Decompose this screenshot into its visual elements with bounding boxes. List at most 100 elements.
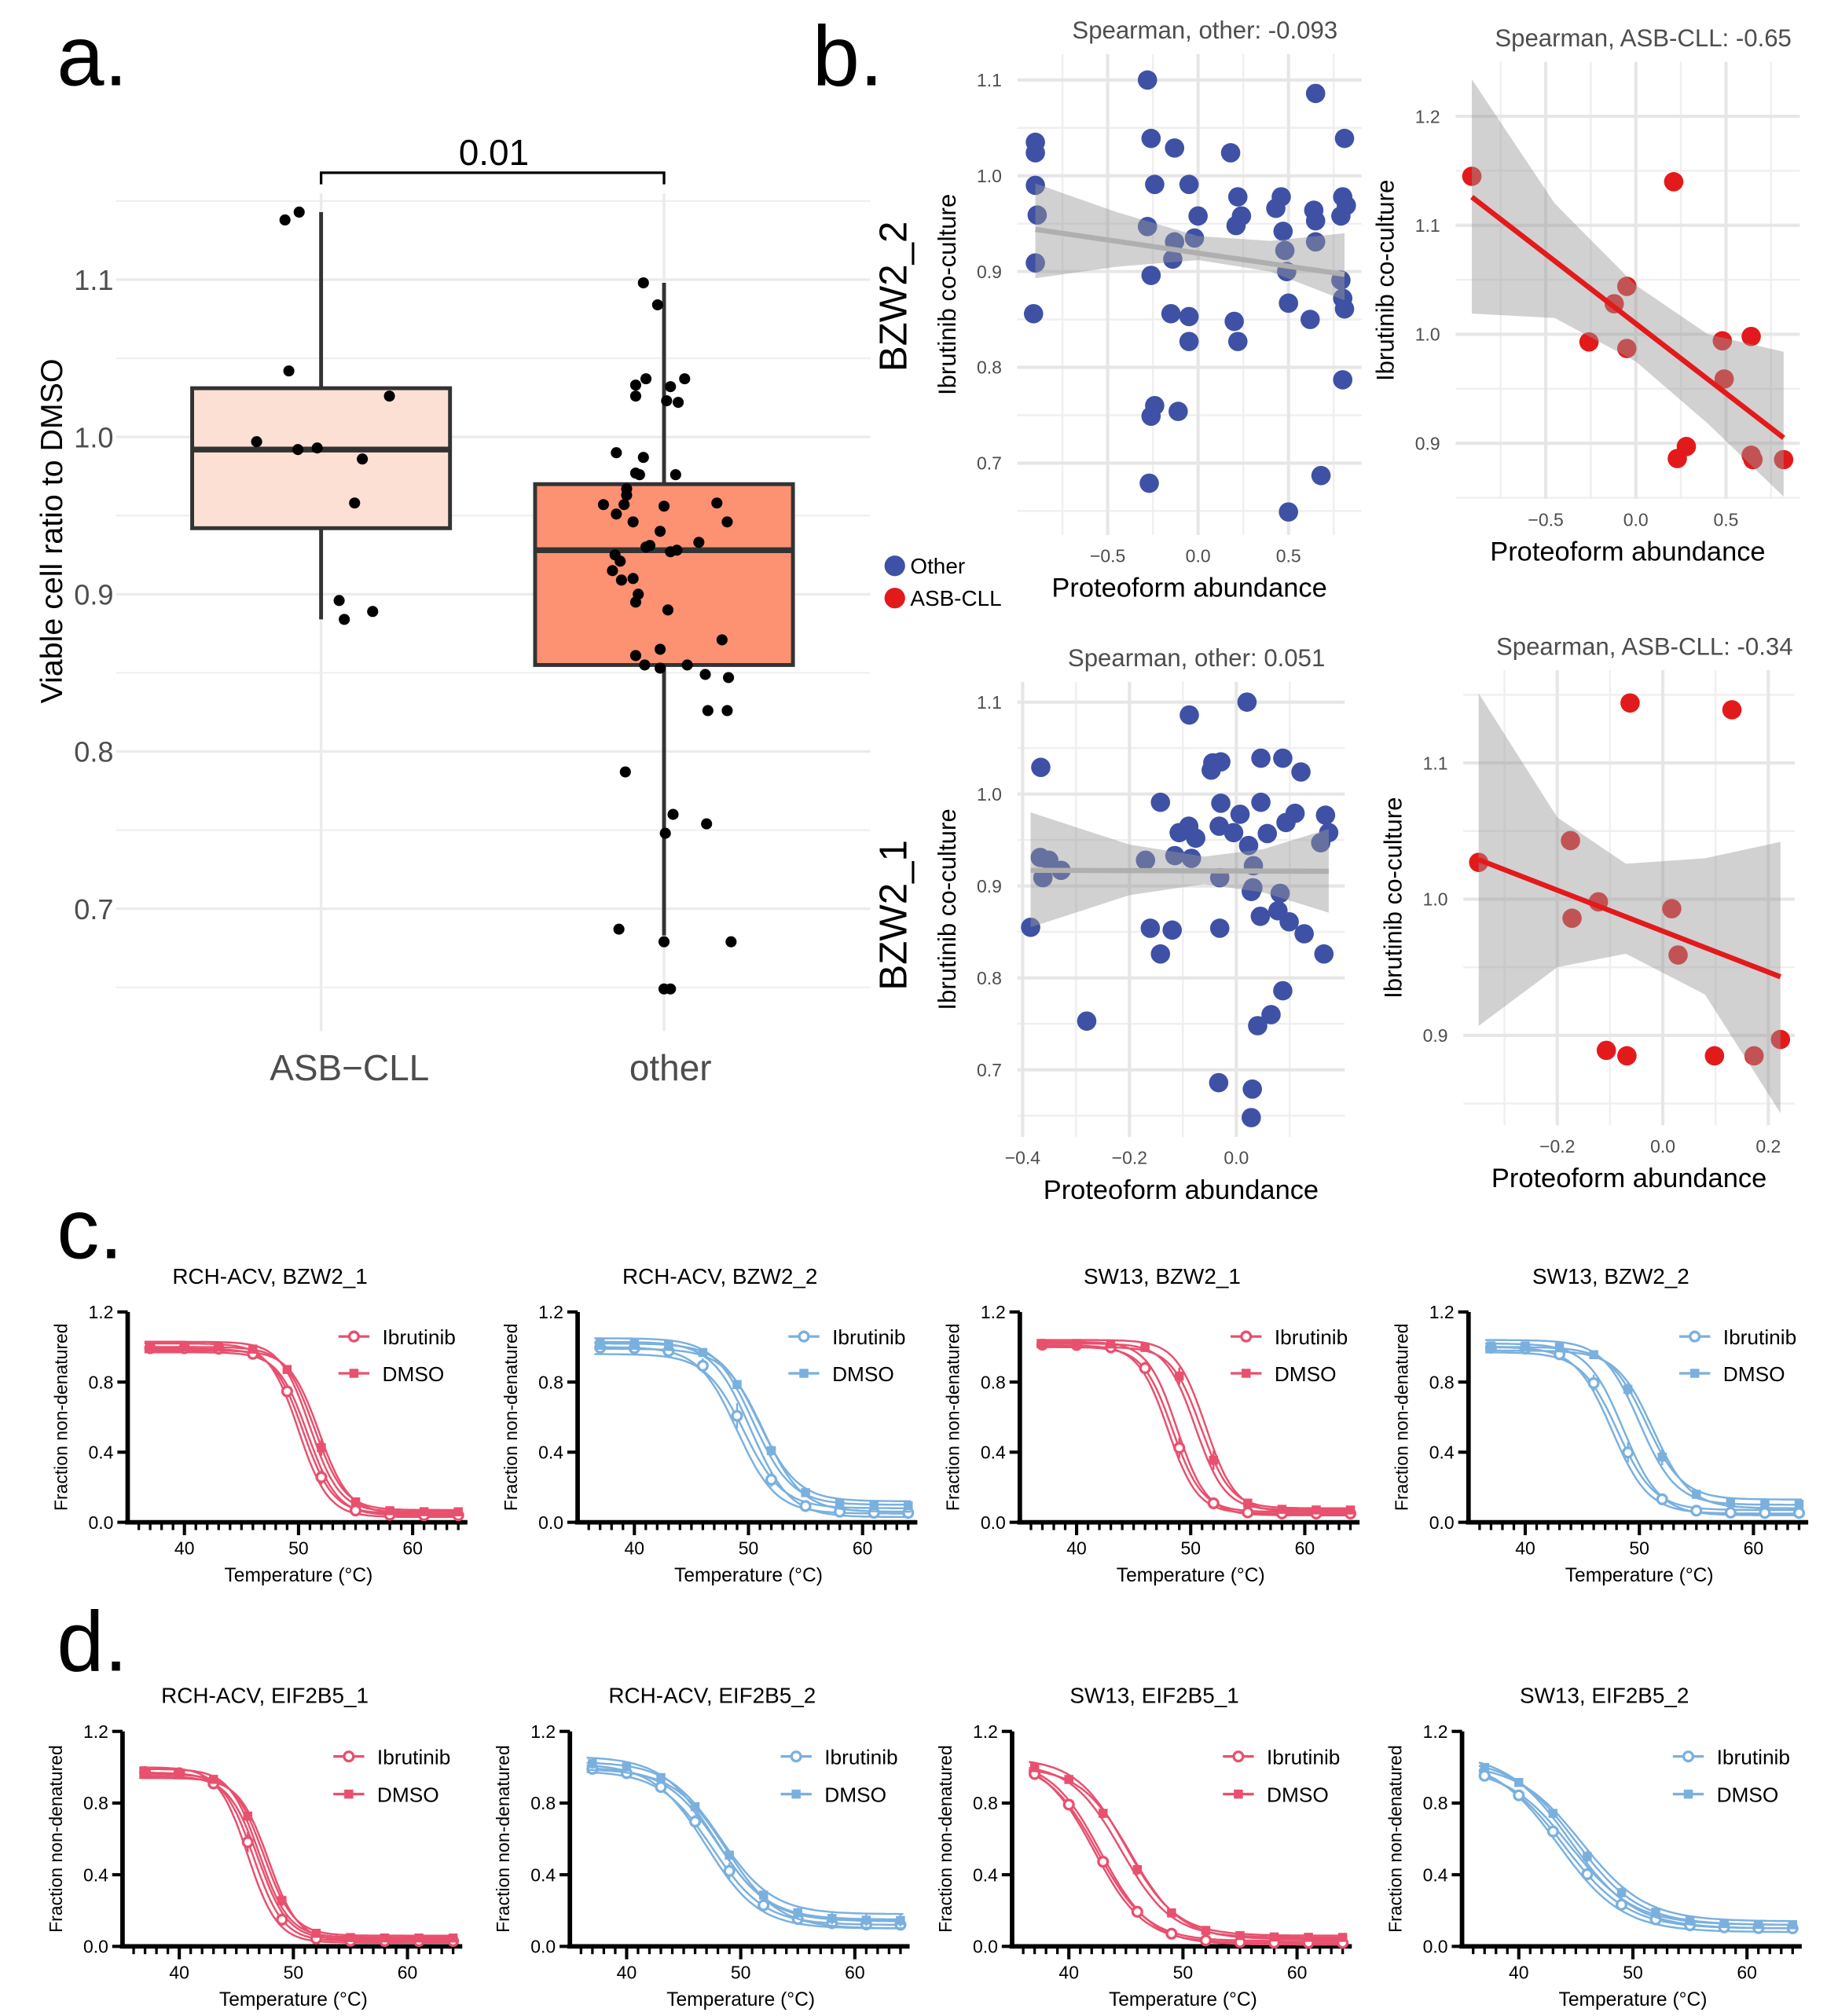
data-point-square: [145, 1342, 155, 1351]
data-point: [1251, 792, 1271, 812]
data-point: [1279, 502, 1298, 522]
x-tick-label: 0.5: [1276, 545, 1301, 566]
data-point: [283, 365, 295, 377]
data-point-circle: [765, 1473, 778, 1486]
data-point: [292, 444, 304, 456]
legend-label: DMSO: [832, 1362, 894, 1386]
x-tick-label: 0.0: [1186, 545, 1211, 566]
row-label-bzw2-2: BZW2_2: [871, 222, 915, 372]
y-axis-title: Fraction non-denatured: [493, 1745, 513, 1933]
x-axis-title: Temperature (°C): [674, 1565, 823, 1586]
x-axis-title: Temperature (°C): [224, 1565, 372, 1586]
data-point: [627, 516, 639, 528]
data-point: [1462, 167, 1482, 186]
legend-label: DMSO: [1267, 1783, 1329, 1806]
y-tick-label: 1.0: [1415, 324, 1440, 345]
data-point-square: [1685, 1915, 1695, 1925]
data-point: [1294, 924, 1314, 944]
legend-label: DMSO: [1275, 1362, 1337, 1386]
y-tick-label: 0.0: [83, 1937, 108, 1957]
y-tick-label: 0.8: [530, 1793, 556, 1813]
data-point: [1668, 945, 1688, 965]
fit-curve-ibrutinib: [586, 1771, 904, 1926]
data-point: [1226, 215, 1246, 236]
data-point-square: [1337, 1933, 1348, 1942]
x-tick-label: 40: [617, 1962, 637, 1982]
legend-marker-square: [799, 1369, 809, 1378]
data-point-circle: [1139, 1362, 1151, 1374]
y-tick-label: 0.0: [1423, 1937, 1448, 1957]
y-tick-label: 1.1: [1423, 753, 1448, 773]
data-point: [1251, 748, 1271, 768]
data-point: [1276, 812, 1296, 833]
data-point: [1238, 835, 1259, 856]
y-tick-label: 1.0: [74, 421, 113, 453]
y-axis-title: Viable cell ratio to DMSO: [35, 358, 69, 703]
legend-label: Ibrutinib: [832, 1325, 905, 1349]
y-tick-label: 1.1: [977, 70, 1002, 90]
legend-marker-square: [344, 1789, 354, 1799]
data-point-square: [248, 1344, 258, 1354]
box-0: [190, 386, 453, 530]
box-1: [533, 482, 795, 667]
fit-curve-ibrutinib: [1036, 1344, 1354, 1515]
panel-title: Spearman, other: 0.051: [1068, 644, 1325, 672]
data-point-square: [1269, 1932, 1279, 1942]
data-point: [637, 452, 649, 464]
data-point-square: [1029, 1763, 1040, 1772]
legend-label: DMSO: [1723, 1362, 1785, 1386]
melting-curve-plot-d4: 40 50 60 0.0 0.4 0.8 1.2 Ibrutinib DMSO Temperatu…: [1385, 1684, 1802, 2011]
data-point-square: [1623, 1384, 1633, 1395]
data-point: [1305, 83, 1326, 104]
x-axis-title: Proteoform abundance: [1044, 1175, 1319, 1205]
x-tick-label: 40: [169, 1962, 189, 1982]
data-point: [1279, 911, 1299, 932]
data-point: [1667, 449, 1687, 468]
y-tick-label: 0.7: [74, 893, 113, 926]
data-point: [693, 537, 705, 548]
panel-b: BZW2_2 BZW2_1 Other ASB-CLL −0.5 0.0 0.5 0.…: [871, 16, 1800, 1205]
x-tick-label: 50: [731, 1962, 751, 1982]
x-tick-label: −0.2: [1539, 1136, 1575, 1156]
data-point: [681, 659, 693, 671]
data-point: [1025, 175, 1045, 196]
data-point: [1161, 303, 1181, 324]
data-point-square: [282, 1365, 292, 1374]
legend-label: Ibrutinib: [1723, 1325, 1796, 1349]
y-tick-label: 0.8: [977, 968, 1002, 988]
data-point-circle: [696, 1359, 709, 1372]
y-axis-title: Ibrutinib co-culture: [934, 808, 961, 1010]
data-point: [1163, 249, 1183, 269]
data-point-circle: [1199, 1934, 1212, 1947]
data-point: [1333, 370, 1353, 390]
data-point: [1179, 306, 1199, 327]
y-tick-label: 0.0: [1429, 1512, 1455, 1533]
data-point: [1616, 339, 1637, 358]
x-axis-title: Proteoform abundance: [1490, 537, 1765, 567]
confidence-band: [1035, 183, 1345, 301]
legend-marker-square: [791, 1789, 801, 1799]
regression-line: [1477, 857, 1781, 980]
data-point-square: [664, 1340, 673, 1350]
x-tick-label: 50: [1173, 1962, 1194, 1982]
x-tick-label: 60: [398, 1962, 418, 1982]
panel-title: Spearman, ASB-CLL: -0.65: [1495, 24, 1792, 52]
fit-curve-ibrutinib: [1028, 1772, 1346, 1942]
y-tick-label: 0.4: [1423, 1864, 1448, 1885]
data-point-circle: [1656, 1493, 1668, 1505]
y-tick-label: 1.1: [1415, 215, 1440, 236]
x-axis-title: Proteoform abundance: [1491, 1164, 1766, 1193]
data-point: [1273, 981, 1293, 1001]
data-point-square: [174, 1769, 184, 1780]
panel-title: Spearman, ASB-CLL: -0.34: [1496, 632, 1793, 660]
data-point: [1139, 473, 1159, 493]
data-point: [1248, 1016, 1268, 1035]
fit-curve-dmso: [1478, 1761, 1796, 1930]
data-point: [1616, 277, 1637, 296]
data-point: [721, 705, 733, 717]
data-point: [607, 565, 618, 577]
data-point-square: [629, 1339, 640, 1349]
x-tick-label: 40: [625, 1538, 645, 1559]
data-point-square: [1106, 1339, 1116, 1349]
data-point: [671, 544, 683, 556]
